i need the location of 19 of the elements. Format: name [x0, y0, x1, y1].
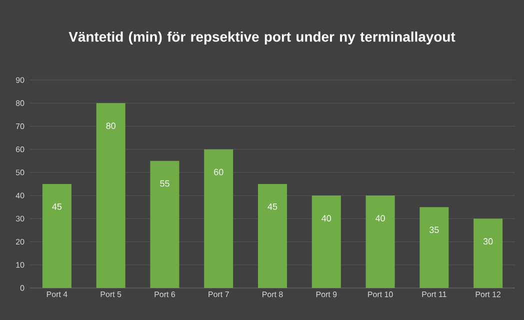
- data-label: 45: [52, 204, 62, 210]
- bar: [312, 196, 341, 288]
- bar: [258, 184, 288, 288]
- bar: [366, 196, 395, 288]
- data-label: 60: [214, 168, 224, 176]
- bar: [150, 160, 180, 288]
- bar: [204, 149, 234, 288]
- chart-title: Väntetid (min) för repsektive port under ny terminallayout: [68, 31, 456, 44]
- data-label: 80: [106, 122, 116, 129]
- bar: [42, 184, 72, 288]
- data-label: 35: [430, 226, 439, 233]
- data-label: 40: [322, 215, 332, 222]
- data-label: 55: [160, 180, 170, 187]
- data-label: 40: [376, 215, 385, 222]
- bar: [96, 103, 126, 288]
- bar: [474, 218, 503, 288]
- data-label: 45: [268, 204, 278, 210]
- data-label: 30: [483, 238, 493, 245]
- bar: [420, 207, 449, 288]
